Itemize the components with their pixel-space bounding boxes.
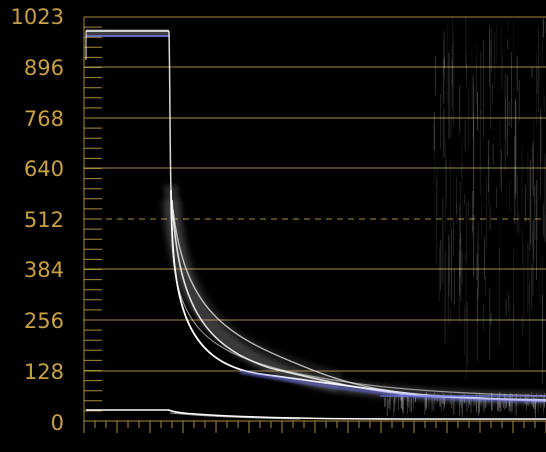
scale-label-896: 896 xyxy=(24,56,64,80)
scale-label-128: 128 xyxy=(24,360,64,384)
scale-label-0: 0 xyxy=(51,411,64,435)
graticule xyxy=(83,16,546,433)
trace-bottom-curve xyxy=(168,409,546,420)
scale-label-512: 512 xyxy=(24,208,64,232)
minor-ticks xyxy=(84,16,102,422)
waveform-noise xyxy=(383,17,546,418)
trace-decay-curve-4 xyxy=(171,239,546,397)
scale-label-256: 256 xyxy=(24,309,64,333)
trace-falling-edge xyxy=(168,30,172,191)
trace-bottom-curve-2 xyxy=(169,412,301,420)
scale-label-640: 640 xyxy=(24,157,64,181)
trace-decay-curve-3 xyxy=(172,209,441,397)
scale-label-384: 384 xyxy=(24,258,64,282)
waveform-trace xyxy=(85,17,546,420)
scale-labels: 1023 896 768 640 512 384 256 128 0 xyxy=(11,5,64,435)
trace-top-band xyxy=(86,29,169,37)
bottom-ticks xyxy=(83,421,546,433)
scale-label-768: 768 xyxy=(24,107,64,131)
trace-tail-tint xyxy=(239,370,546,403)
scale-label-1023: 1023 xyxy=(11,5,64,29)
